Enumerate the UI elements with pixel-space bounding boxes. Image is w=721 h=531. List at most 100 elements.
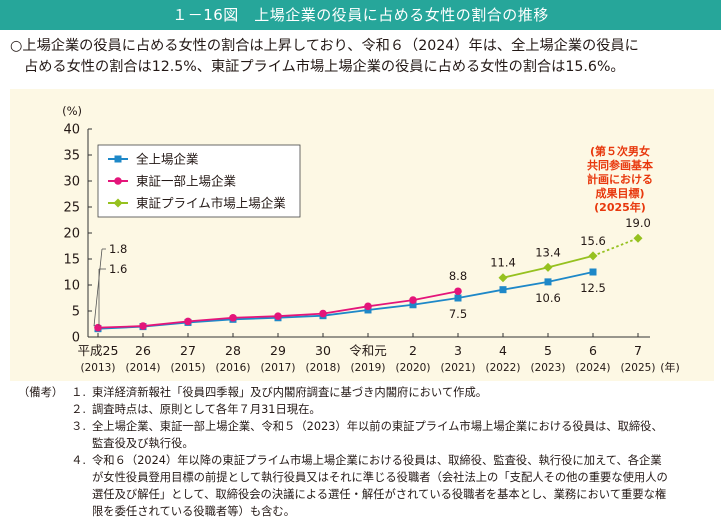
notes-heading: [18, 452, 64, 469]
series-2-data-label: 15.6: [580, 234, 606, 248]
series-0-line-segment: [232, 316, 279, 321]
series-2-data-label: 11.4: [490, 256, 516, 270]
y-tick-label: 30: [63, 175, 80, 190]
leader-line: [93, 248, 103, 327]
series-2-point-marker: [498, 273, 508, 283]
series-0-line-segment: [367, 303, 414, 311]
notes-heading: [18, 486, 64, 503]
series-1-point-marker: [184, 317, 192, 326]
legend-label: 東証プライム市場上場企業: [136, 196, 286, 211]
x-tick-era-label: 27: [180, 343, 196, 358]
series-0-line-segment: [547, 271, 594, 283]
series-0-point-marker: [589, 268, 597, 276]
series-0-point-marker: [544, 278, 552, 286]
series-1-line-segment: [232, 315, 279, 319]
series-0-line-segment: [277, 314, 324, 319]
series-0-point-marker: [454, 294, 462, 302]
series-0-data-label: 7.5: [449, 307, 467, 321]
series-0-point-marker: [114, 155, 122, 163]
x-tick-year-label: (2015): [171, 362, 206, 374]
y-tick-label: 35: [63, 149, 80, 164]
x-tick-year-label: (2019): [351, 362, 386, 374]
series-1-data-label: 8.8: [449, 269, 467, 283]
series-1-line-segment: [367, 299, 414, 308]
x-tick-era-label: 5: [544, 343, 552, 358]
x-tick-era-label: 29: [270, 343, 286, 358]
note-text: 限を委任されている役職者等）も含む。: [92, 505, 296, 518]
note-number: ２.: [71, 403, 86, 416]
series-1-point-marker: [114, 177, 122, 185]
series-0-line-segment: [187, 318, 234, 324]
summary-line-2: 占める女性の割合は12.5%、東証プライム市場上場企業の役員に占める女性の割合は…: [24, 59, 625, 75]
x-tick-era-label: 令和元: [349, 343, 387, 358]
x-tick-era-label: 26: [135, 343, 151, 358]
series-1-line-segment: [142, 320, 189, 327]
x-tick-era-label: 28: [225, 343, 241, 358]
chart-panel: (%) 0 5 10 15 20 25 30 35 40 平成25 (2013) 26 (2014) 27(…: [10, 89, 714, 381]
legend-label: 東証一部上場企業: [136, 174, 237, 189]
x-tick-era-label: 3: [454, 343, 462, 358]
summary-line-1: ○上場企業の役員に占める女性の割合は上昇しており、令和６（2024）年は、全上場…: [10, 38, 639, 54]
series-0-point-marker: [499, 286, 507, 294]
x-tick-era-label: 平成25: [78, 343, 119, 358]
series-1-point-marker: [409, 296, 417, 304]
notes-heading: [18, 469, 64, 486]
series-1-line-segment: [412, 290, 459, 301]
target-annotation-line: (第５次男女: [590, 144, 650, 158]
x-tick-era-label: 4: [499, 343, 507, 358]
x-tick-year-label: (2025): [621, 362, 656, 374]
x-tick-year-label: (2023): [531, 362, 566, 374]
line-chart: (%)0510152025303540平成25(2013)26(2014)27(…: [62, 104, 680, 374]
note-text: 監査役及び執行役。: [92, 437, 194, 450]
series-1-point-marker: [364, 302, 372, 311]
note-number: [64, 486, 92, 503]
y-tick-label: 10: [63, 279, 80, 294]
note-text: 選任及び解任」として、取締役会の決議による選任・解任がされている役職者を基本とし…: [92, 488, 667, 501]
series-2-point-marker: [113, 198, 123, 208]
note-line: が女性役員登用目標の前提として執行役員又はそれに準じる役職者（会社法上の「支配人…: [18, 469, 713, 486]
series-1-point-marker: [94, 323, 102, 332]
note-text: 東洋経済新報社「役員四季報」及び内閣府調査に基づき内閣府において作成。: [92, 386, 488, 399]
x-tick-year-label: (2021): [441, 362, 476, 374]
series-1-line-segment: [322, 305, 369, 315]
target-annotation-line: 計画における: [587, 172, 653, 186]
note-number: [64, 503, 92, 520]
series-2-data-label: 13.4: [535, 245, 561, 259]
x-tick-year-label: (2022): [486, 362, 521, 374]
series-2-line-segment: [592, 237, 639, 257]
note-line: 選任及び解任」として、取締役会の決議による選任・解任がされている役職者を基本とし…: [18, 486, 713, 503]
notes-section: （備考） １. 東洋経済新報社「役員四季報」及び内閣府調査に基づき内閣府において作成…: [18, 384, 713, 520]
note-line: （備考） １. 東洋経済新報社「役員四季報」及び内閣府調査に基づき内閣府において作成…: [18, 384, 713, 401]
target-annotation-line: 成果目標): [595, 186, 644, 200]
series-1-point-marker: [319, 309, 327, 318]
series-1-point-marker: [229, 313, 237, 322]
y-tick-label: 15: [63, 253, 80, 268]
x-tick-era-label: 7: [634, 343, 642, 358]
x-tick-era-label: 2: [409, 343, 417, 358]
x-tick-year-label: (2016): [216, 362, 251, 374]
series-1-line-segment: [187, 316, 234, 323]
target-annotation-line: 共同参画基本: [587, 158, 653, 172]
series-1-line-segment: [97, 325, 144, 329]
y-tick-label: 20: [63, 227, 80, 242]
series-2-line-segment: [502, 266, 549, 279]
legend-label: 全上場企業: [136, 152, 199, 167]
notes-heading: （備考）: [18, 386, 64, 399]
series-1-point-marker: [274, 312, 282, 320]
figure-title: １－16図 上場企業の役員に占める女性の割合の推移: [0, 0, 721, 30]
x-axis-unit: (年): [660, 360, 680, 374]
note-number: １.: [71, 386, 86, 399]
series-2-point-marker: [588, 251, 598, 261]
note-number: [64, 435, 92, 452]
x-tick-era-label: 6: [589, 343, 597, 358]
x-tick-year-label: (2020): [396, 362, 431, 374]
series-2-point-marker: [543, 262, 553, 272]
note-text: が女性役員登用目標の前提として執行役員又はそれに準じる役職者（会社法上の「支配人…: [92, 471, 668, 484]
x-tick-era-label: 30: [315, 343, 331, 358]
note-text: 全上場企業、東証一部上場企業、令和５（2023）年以前の東証プライム市場上場企業…: [92, 420, 663, 433]
legend-box: [97, 144, 301, 218]
x-tick-year-label: (2024): [576, 362, 611, 374]
notes-heading: [18, 435, 64, 452]
x-tick-year-label: (2018): [306, 362, 341, 374]
series-1-data-label: 1.8: [109, 242, 127, 256]
